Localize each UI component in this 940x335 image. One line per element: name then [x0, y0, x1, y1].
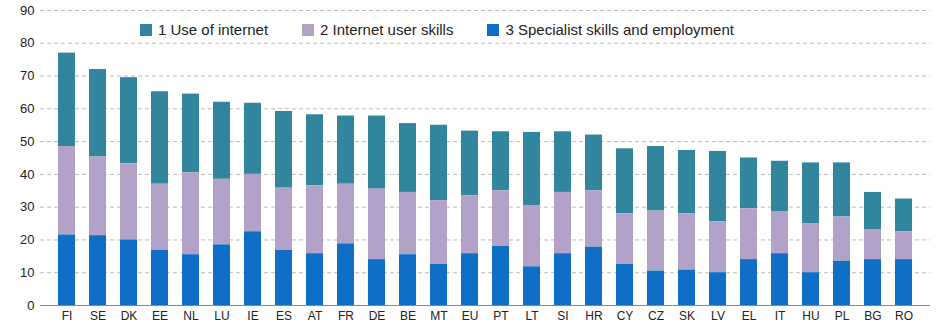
svg-text:MT: MT [430, 309, 448, 323]
svg-text:HU: HU [802, 309, 819, 323]
svg-text:0: 0 [27, 298, 34, 313]
html-text:2 Internet user skills: 2 Internet user skills [320, 21, 454, 38]
svg-text:80: 80 [20, 35, 34, 50]
html-text:3 Specialist skills and employ: 3 Specialist skills and employment [505, 21, 734, 38]
svg-text:SE: SE [90, 309, 106, 323]
svg-text:FI: FI [62, 309, 73, 323]
svg-text:EU: EU [462, 309, 479, 323]
svg-text:IT: IT [775, 309, 786, 323]
svg-text:LU: LU [214, 309, 229, 323]
svg-text:RO: RO [895, 309, 913, 323]
svg-text:PT: PT [493, 309, 509, 323]
svg-text:BE: BE [400, 309, 416, 323]
svg-text:FR: FR [338, 309, 354, 323]
svg-text:PL: PL [835, 309, 850, 323]
svg-text:40: 40 [20, 167, 34, 182]
svg-text:AT: AT [308, 309, 323, 323]
svg-text:90: 90 [20, 3, 34, 18]
html-text:1 Use of internet: 1 Use of internet [158, 21, 269, 38]
svg-text:60: 60 [20, 101, 34, 116]
svg-text:CY: CY [617, 309, 634, 323]
svg-text:CZ: CZ [648, 309, 664, 323]
svg-text:SK: SK [679, 309, 695, 323]
svg-text:HR: HR [585, 309, 603, 323]
svg-text:20: 20 [20, 232, 34, 247]
svg-text:NL: NL [183, 309, 199, 323]
svg-text:LT: LT [525, 309, 539, 323]
svg-text:ES: ES [276, 309, 292, 323]
svg-text:EL: EL [742, 309, 757, 323]
svg-text:LV: LV [711, 309, 725, 323]
svg-text:SI: SI [557, 309, 568, 323]
svg-text:IE: IE [247, 309, 258, 323]
svg-text:EE: EE [152, 309, 168, 323]
svg-text:BG: BG [864, 309, 881, 323]
svg-text:DE: DE [369, 309, 386, 323]
svg-text:10: 10 [20, 265, 34, 280]
svg-text:30: 30 [20, 199, 34, 214]
svg-text:DK: DK [121, 309, 138, 323]
svg-text:70: 70 [20, 68, 34, 83]
svg-text:50: 50 [20, 134, 34, 149]
